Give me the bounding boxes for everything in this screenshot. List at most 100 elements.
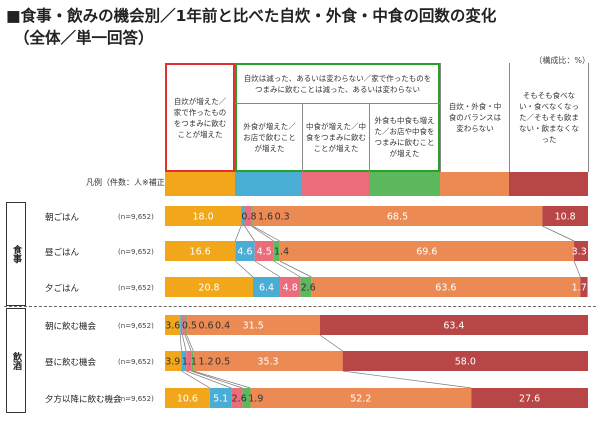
- header-col1: 自炊が増えた／家で作ったものをつまみに飲むことが増えた: [165, 63, 235, 172]
- legend-swatch-balance: [440, 172, 509, 196]
- bar-segment-r4-s3: [191, 351, 194, 371]
- connector-r1-s3: [279, 260, 312, 278]
- bar-label-r2-s5: 1.7: [572, 283, 587, 294]
- connector-r4-s2: [191, 370, 243, 389]
- bar-label-r2-s1: 6.4: [259, 283, 274, 294]
- bar-label-r5-s1: 5.1: [213, 394, 228, 405]
- bar-segment-r5-s3: [242, 388, 251, 408]
- bar-segment-r0-s2: [244, 206, 252, 226]
- bar-label-r1-s1: 4.6: [237, 247, 252, 258]
- connector-r3-s1: [181, 334, 187, 352]
- bar-segment-r1-s4: [279, 241, 575, 261]
- row-label-drink-evening: 夕方以降に飲む機会: [45, 395, 122, 405]
- bar-label-r0-s1: 0.8: [241, 212, 256, 223]
- bar-label-r4-s1: 1.1: [182, 357, 197, 368]
- connector-r0-s1: [244, 225, 255, 242]
- bar-label-r2-s2: 4.8: [283, 283, 298, 294]
- connector-r1-s0: [234, 260, 254, 278]
- header-col5: 自炊・外食・中食のバランスは変わらない: [448, 102, 502, 133]
- connector-r1-s4: [573, 260, 581, 278]
- bar-segment-r4-s1: [181, 351, 187, 371]
- bar-label-r3-s3: 0.4: [215, 321, 230, 332]
- row-n-drink-noon: (n=9,652): [118, 358, 154, 366]
- bar-segment-r4-s4: [193, 351, 343, 371]
- bar-label-r3-s0: 3.6: [165, 321, 180, 332]
- bar-segment-r3-s3: [184, 315, 187, 335]
- bar-segment-r3-s0: [165, 315, 181, 335]
- row-label-dinner: 夕ごはん: [45, 284, 80, 294]
- bar-label-r1-s5: 3.3: [572, 247, 587, 258]
- bar-label-r2-s0: 20.8: [198, 283, 219, 294]
- header-col6: そもそも食べない・食べなくなった／そもそも飲まない・飲まなくなった: [519, 91, 579, 144]
- connector-r3-s4: [319, 334, 343, 352]
- bar-label-r4-s4: 35.3: [257, 357, 278, 368]
- bar-label-r4-s0: 3.9: [165, 357, 180, 368]
- bar-segment-r4-s5: [342, 351, 588, 371]
- bar-segment-r0-s3: [251, 206, 253, 226]
- legend-swatch-jisui: [165, 172, 235, 196]
- bar-label-r1-s0: 16.6: [190, 247, 211, 258]
- bar-segment-r2-s0: [165, 277, 253, 297]
- bar-label-r0-s2: 1.6: [258, 212, 273, 223]
- bar-label-r1-s2: 4.5: [257, 247, 272, 258]
- bar-segment-r3-s1: [180, 315, 183, 335]
- bar-label-r2-s3: 2.6: [301, 283, 316, 294]
- header-col4: 外食も中食も増えた／お店や中食をつまみに飲むことが増えた: [374, 116, 435, 158]
- bar-label-r4-s5: 58.0: [455, 357, 476, 368]
- bar-label-r5-s5: 27.6: [519, 394, 540, 405]
- bar-segment-r5-s1: [209, 388, 232, 408]
- bar-segment-r5-s4: [250, 388, 472, 408]
- bar-segment-r1-s2: [254, 241, 274, 261]
- bar-segment-r1-s1: [235, 241, 255, 261]
- row-n-dinner: (n=9,652): [118, 284, 154, 292]
- connector-r1-s1: [254, 260, 281, 278]
- bar-segment-r0-s5: [542, 206, 588, 226]
- bar-segment-r2-s4: [311, 277, 581, 297]
- legend-swatch-gaishoku: [235, 172, 302, 196]
- connector-r1-s2: [273, 260, 301, 278]
- header-col2: 外食が増えた／お店で飲むことが増えた: [243, 121, 296, 153]
- bar-segment-r4-s0: [165, 351, 182, 371]
- group-divider: [4, 306, 596, 307]
- row-label-drink-morning: 朝に飲む機会: [45, 322, 97, 332]
- bar-segment-r2-s1: [252, 277, 281, 297]
- bar-segment-r5-s5: [471, 388, 588, 408]
- connector-r4-s0: [181, 370, 211, 389]
- connector-r3-s0: [179, 334, 182, 352]
- header-group: 自炊は減った、あるいは変わらない／家で作ったものをつまみに飲むことは減った、ある…: [243, 74, 432, 94]
- row-n-drink-morning: (n=9,652): [118, 322, 154, 330]
- bar-label-r3-s1: 0.5: [182, 321, 197, 332]
- bar-label-r5-s3: 1.9: [248, 394, 263, 405]
- bar-segment-r2-s2: [280, 277, 301, 297]
- connector-r0-s2: [251, 225, 274, 242]
- bar-label-r0-s5: 10.8: [555, 212, 576, 223]
- bar-label-r5-s2: 2.6: [232, 394, 247, 405]
- bar-segment-r3-s2: [182, 315, 185, 335]
- bar-label-r4-s2: 1.2: [198, 357, 213, 368]
- bar-segment-r1-s0: [165, 241, 236, 261]
- group-drink: 飲酒: [6, 308, 26, 413]
- bar-label-r0-s0: 18.0: [192, 212, 213, 223]
- legend-swatch-none: [509, 172, 588, 196]
- bar-label-r3-s5: 63.4: [443, 321, 464, 332]
- row-n-lunch: (n=9,652): [118, 248, 154, 256]
- bar-label-r5-s0: 10.6: [177, 394, 198, 405]
- connector-r0-s0: [234, 225, 242, 242]
- legend-swatch-both: [369, 172, 440, 196]
- bar-segment-r5-s0: [165, 388, 210, 408]
- bar-segment-r1-s3: [273, 241, 280, 261]
- connector-r3-s3: [186, 334, 194, 352]
- header-group-box: [235, 63, 440, 172]
- bar-segment-r5-s2: [231, 388, 243, 408]
- bar-label-r3-s2: 0.6: [198, 321, 213, 332]
- row-label-lunch: 昼ごはん: [45, 248, 80, 258]
- bar-segment-r0-s1: [241, 206, 245, 226]
- bar-segment-r4-s2: [186, 351, 192, 371]
- header-col3: 中食が増えた／中食をつまみに飲むことが増えた: [306, 121, 366, 153]
- bar-segment-r1-s5: [574, 241, 588, 261]
- row-label-drink-noon: 昼に飲む機会: [45, 358, 97, 368]
- connector-r4-s3: [193, 370, 251, 389]
- bar-label-r1-s4: 69.6: [416, 247, 437, 258]
- bar-label-r1-s3: 1.4: [274, 247, 289, 258]
